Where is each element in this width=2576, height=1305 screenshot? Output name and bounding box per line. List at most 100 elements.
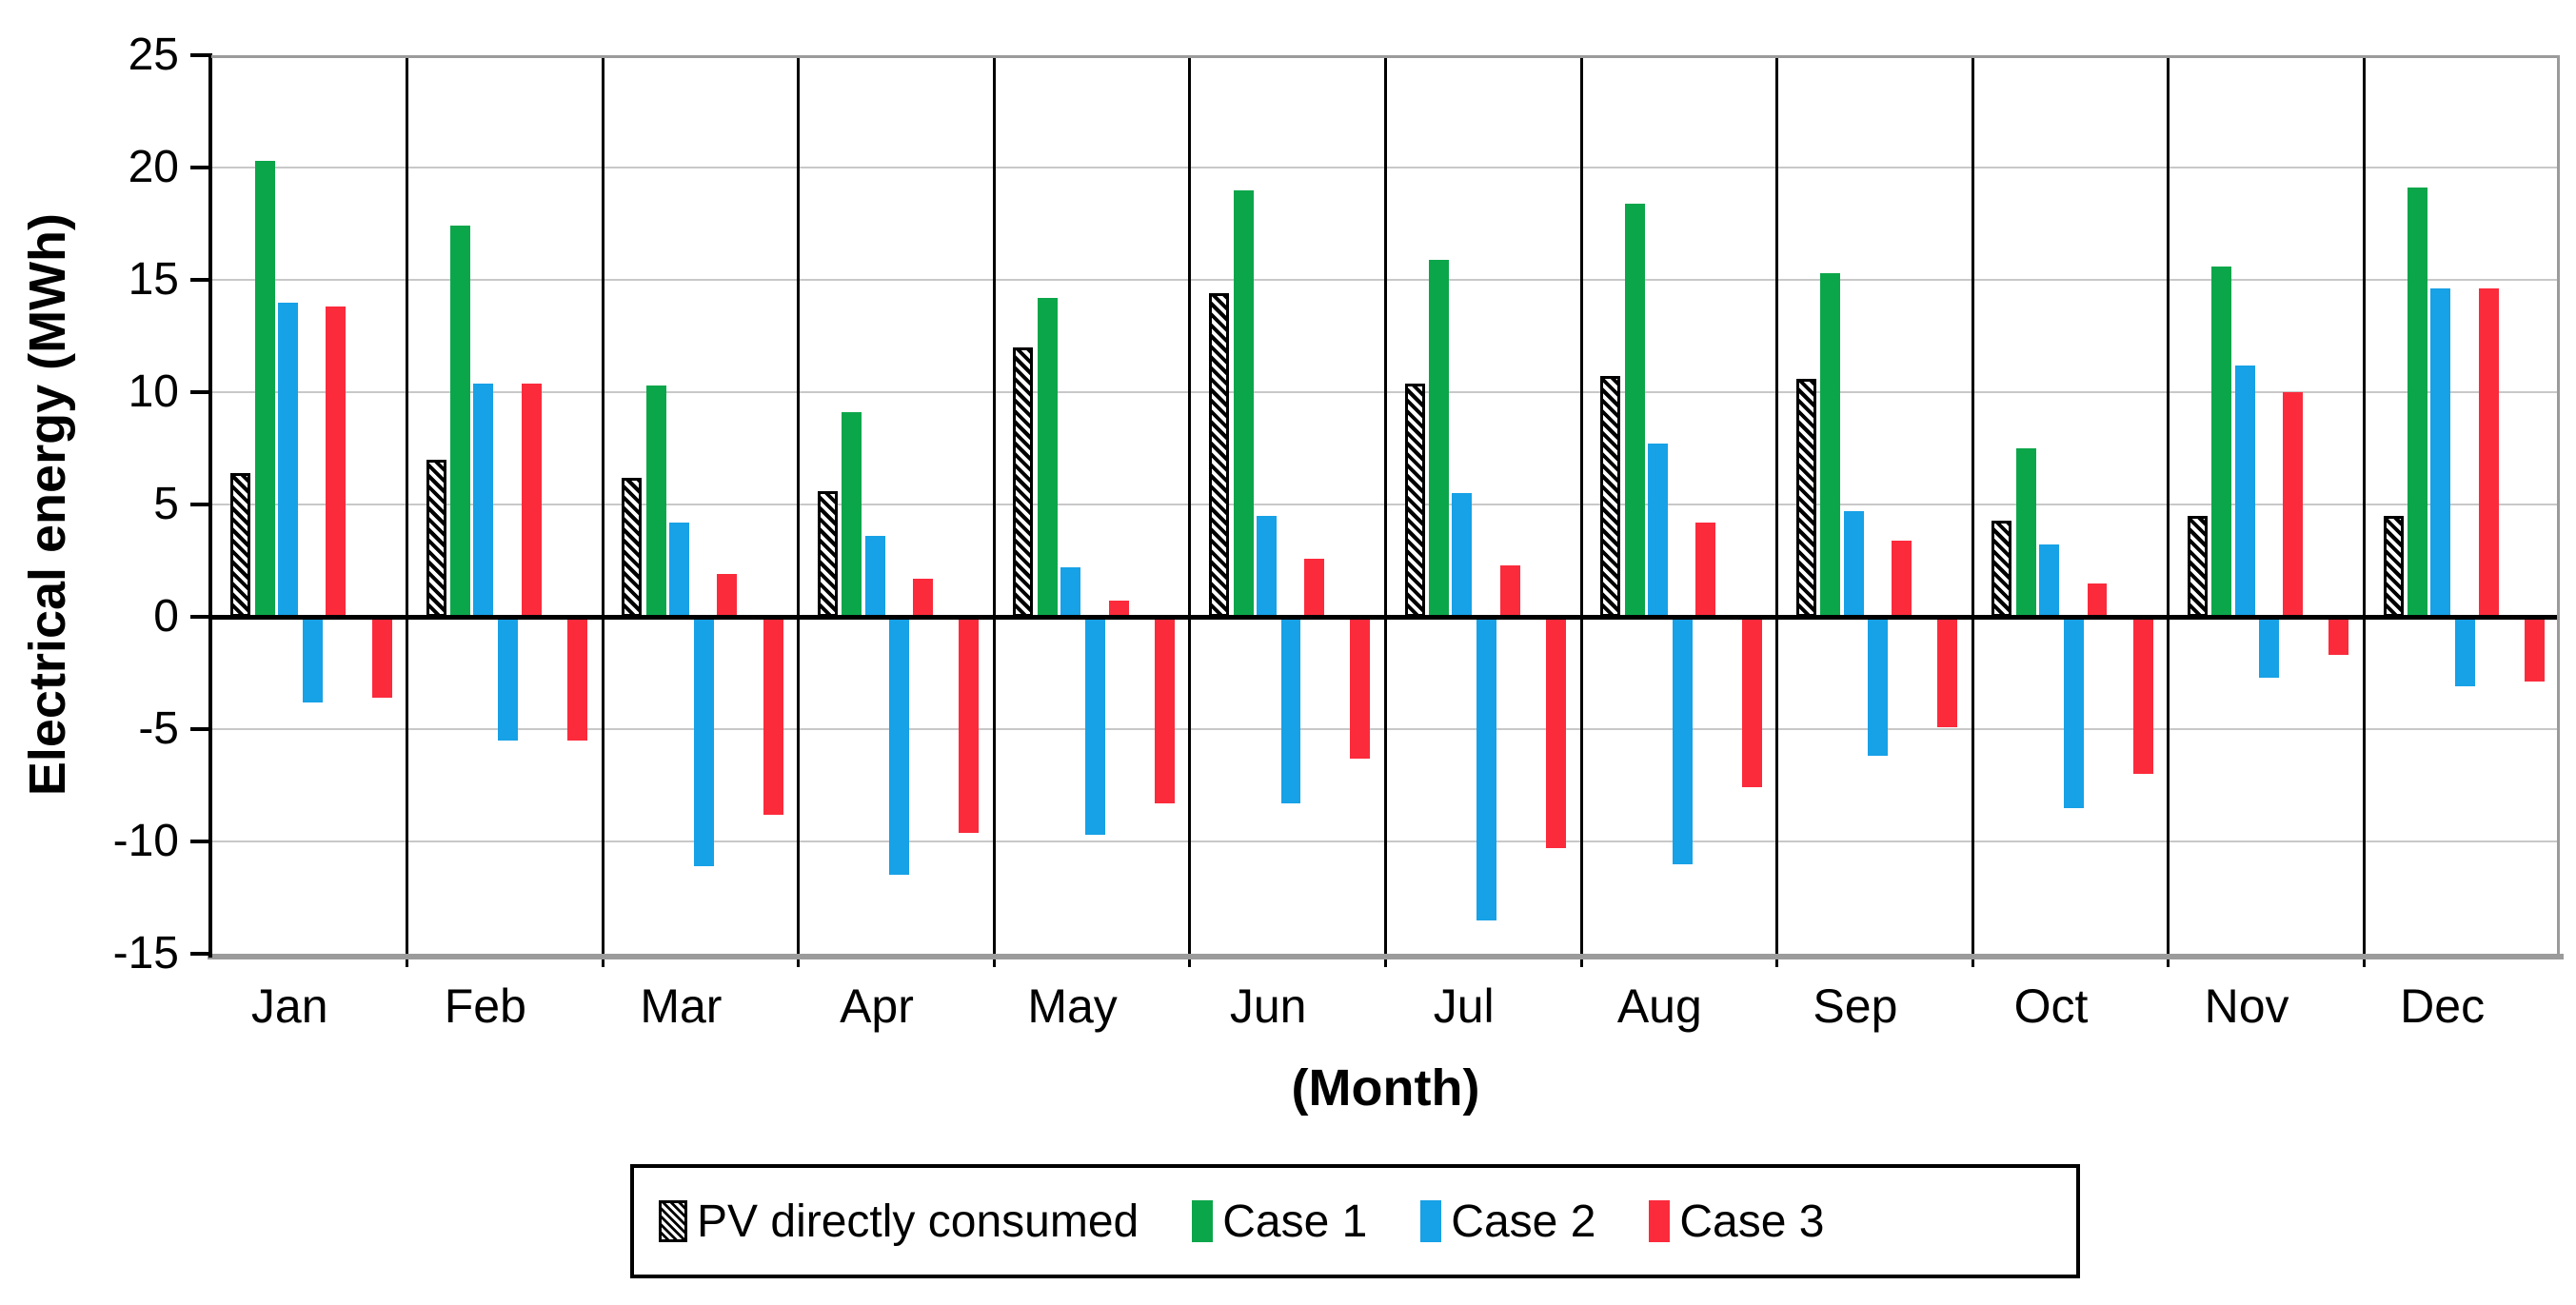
bar-jan-case-3-pos bbox=[326, 306, 347, 617]
bar-feb-case-2-neg bbox=[498, 617, 519, 741]
bar-nov-case-2-pos bbox=[2234, 365, 2255, 617]
bar-jun-pv bbox=[1209, 293, 1230, 617]
bar-may-case-3-neg bbox=[1154, 617, 1175, 803]
zero-axis-line bbox=[211, 614, 2560, 620]
bar-dec-case-3-pos bbox=[2478, 288, 2499, 617]
y-tick-label--10: -10 bbox=[112, 816, 179, 866]
y-tick-20 bbox=[190, 166, 211, 169]
bar-apr-case-1 bbox=[842, 412, 862, 617]
y-tick-label--5: -5 bbox=[138, 703, 179, 754]
bar-feb-case-2-pos bbox=[473, 383, 494, 617]
bar-jul-case-3-neg bbox=[1546, 617, 1567, 849]
month-divider bbox=[2167, 55, 2170, 967]
y-tick-5 bbox=[190, 503, 211, 506]
bar-aug-case-3-pos bbox=[1695, 522, 1716, 617]
bar-dec-case-1 bbox=[2408, 188, 2428, 617]
y-tick-label-20: 20 bbox=[128, 142, 179, 192]
x-tick-label-jun: Jun bbox=[1229, 979, 1307, 1033]
bar-jul-case-3-pos bbox=[1499, 564, 1520, 617]
bar-feb-case-3-neg bbox=[567, 617, 588, 741]
bar-may-case-3-pos bbox=[1108, 601, 1129, 617]
bar-jan-case-2-neg bbox=[302, 617, 323, 702]
y-tick-label-5: 5 bbox=[153, 479, 179, 529]
x-tick-label-jan: Jan bbox=[250, 979, 328, 1033]
bar-jul-case-2-pos bbox=[1452, 493, 1473, 617]
month-divider bbox=[1971, 55, 1974, 967]
legend-label: Case 1 bbox=[1222, 1196, 1368, 1247]
bar-oct-case-3-neg bbox=[2132, 617, 2153, 775]
bar-apr-case-2-pos bbox=[864, 536, 885, 617]
bar-sep-case-2-neg bbox=[1868, 617, 1889, 757]
bar-oct-case-2-pos bbox=[2039, 544, 2060, 617]
bar-mar-pv bbox=[622, 477, 643, 617]
bar-apr-case-2-neg bbox=[889, 617, 910, 876]
bar-feb-case-3-pos bbox=[521, 383, 542, 617]
x-tick-label-may: May bbox=[1027, 979, 1118, 1033]
bar-feb-pv bbox=[426, 459, 446, 617]
legend-swatch-icon bbox=[1420, 1200, 1442, 1242]
bar-apr-case-3-neg bbox=[959, 617, 980, 833]
y-tick-label-10: 10 bbox=[128, 366, 179, 417]
bar-oct-case-2-neg bbox=[2063, 617, 2084, 808]
bar-jun-case-2-neg bbox=[1280, 617, 1301, 803]
bar-jun-case-2-pos bbox=[1256, 515, 1277, 617]
bar-apr-case-3-pos bbox=[913, 578, 933, 617]
x-tick-label-aug: Aug bbox=[1616, 979, 1702, 1033]
legend-item-case-3: Case 3 bbox=[1649, 1196, 1824, 1248]
y-tick-15 bbox=[190, 278, 211, 282]
y-tick-label-25: 25 bbox=[128, 30, 179, 80]
x-tick-label-sep: Sep bbox=[1813, 979, 1898, 1033]
legend-swatch-icon bbox=[659, 1200, 687, 1242]
y-tick-10 bbox=[190, 390, 211, 394]
bar-jun-case-3-pos bbox=[1304, 558, 1325, 617]
bar-aug-case-2-neg bbox=[1672, 617, 1693, 864]
legend: PV directly consumed Case 1 Case 2 Case 3 bbox=[630, 1164, 2080, 1278]
bar-nov-case-3-neg bbox=[2328, 617, 2349, 656]
bar-jul-case-2-neg bbox=[1476, 617, 1497, 920]
bar-aug-case-3-neg bbox=[1741, 617, 1762, 788]
bar-mar-case-3-neg bbox=[763, 617, 783, 815]
month-divider bbox=[1579, 55, 1583, 967]
bar-aug-case-1 bbox=[1624, 203, 1645, 617]
y-tick--15 bbox=[190, 952, 211, 956]
month-divider bbox=[1188, 55, 1192, 967]
bar-nov-pv bbox=[2187, 515, 2208, 617]
bar-jan-pv bbox=[230, 472, 251, 617]
x-tick-label-mar: Mar bbox=[640, 979, 723, 1033]
bar-jan-case-1 bbox=[254, 160, 275, 617]
x-axis-title: (Month) bbox=[1291, 1059, 1480, 1117]
x-tick-label-jul: Jul bbox=[1433, 979, 1495, 1033]
y-tick-0 bbox=[190, 615, 211, 619]
bar-sep-pv bbox=[1795, 378, 1816, 617]
bar-sep-case-3-neg bbox=[1937, 617, 1958, 727]
legend-label: Case 2 bbox=[1451, 1196, 1596, 1247]
bar-jul-pv bbox=[1404, 383, 1425, 617]
legend-item-case-2: Case 2 bbox=[1420, 1196, 1595, 1248]
month-divider bbox=[406, 55, 409, 967]
bar-dec-case-2-neg bbox=[2455, 617, 2475, 687]
x-axis-line bbox=[208, 954, 2564, 959]
bar-nov-case-3-pos bbox=[2283, 392, 2304, 617]
bar-sep-case-3-pos bbox=[1891, 540, 1912, 617]
x-tick-label-dec: Dec bbox=[2400, 979, 2486, 1033]
legend-label: PV directly consumed bbox=[697, 1196, 1139, 1247]
legend-swatch-icon bbox=[1192, 1200, 1214, 1242]
bar-mar-case-3-pos bbox=[717, 574, 738, 617]
x-tick-label-apr: Apr bbox=[840, 979, 914, 1033]
bar-oct-case-1 bbox=[2015, 448, 2036, 617]
bar-mar-case-2-pos bbox=[669, 522, 690, 617]
bar-may-case-2-neg bbox=[1084, 617, 1105, 835]
plot-area: 25 20 15 10 5 0 -5 -10 -15 Jan Feb Mar Apr May Jun Jul A… bbox=[113, 30, 2564, 1033]
month-divider bbox=[797, 55, 801, 967]
y-tick-label-15: 15 bbox=[128, 254, 179, 305]
bar-may-case-2-pos bbox=[1060, 567, 1081, 617]
bar-jul-case-1 bbox=[1429, 259, 1450, 617]
legend-item-case-1: Case 1 bbox=[1192, 1196, 1367, 1248]
bar-oct-case-3-pos bbox=[2087, 583, 2108, 617]
legend-item-pv-directly-consumed: PV directly consumed bbox=[659, 1196, 1139, 1248]
bar-feb-case-1 bbox=[450, 226, 471, 617]
y-tick-25 bbox=[190, 53, 211, 57]
bar-dec-case-2-pos bbox=[2430, 288, 2451, 617]
bar-apr-pv bbox=[817, 490, 838, 617]
